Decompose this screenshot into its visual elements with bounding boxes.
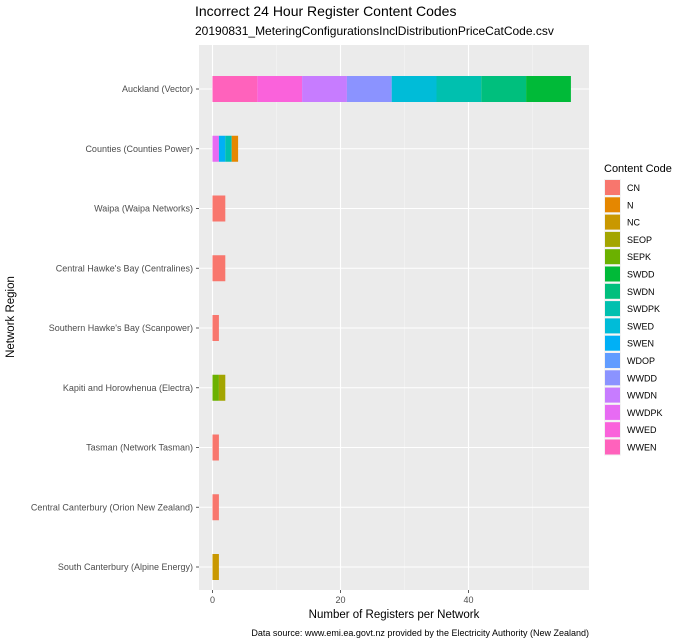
legend-label: SWDPK [627,304,660,314]
y-tick-label: South Canterbury (Alpine Energy) [58,562,193,572]
x-tick-labels: 0 20 40 [210,590,474,605]
bar-segment [346,76,392,102]
legend: CN N NC SEOP SEPK SWDD SWDN SWDPK SWED SWEN WDOP WW… [604,179,663,456]
bar-segment [212,494,219,521]
y-tick-label: Counties (Counties Power) [85,144,193,154]
legend-swatch [605,404,620,420]
bar-segment [212,135,219,162]
y-tick-label: Central Hawke's Bay (Centralines) [56,263,193,273]
legend-swatch [605,249,620,265]
bar-segment [212,374,219,401]
bar-segment [218,374,226,401]
y-axis-label: Network Region [5,276,17,358]
chart-title: Incorrect 24 Hour Register Content Codes [195,3,456,19]
bar-segment [212,434,219,461]
y-tick-label: Kapiti and Horowhenua (Electra) [63,383,193,393]
bar-segment [212,255,226,282]
y-tick-label: Waipa (Waipa Networks) [94,204,193,214]
bar-segment [212,315,219,341]
bar-segment [218,135,226,162]
bar-segment [231,135,239,162]
y-tick-labels: Auckland (Vector) Counties (Counties Powe… [31,84,199,572]
legend-label: SWEN [627,339,654,349]
y-tick-label: Tasman (Network Tasman) [86,443,193,453]
x-axis-label: Number of Registers per Network [309,609,480,621]
bar-segment [212,554,219,580]
y-tick-label: Central Canterbury (Orion New Zealand) [31,502,193,512]
bar-segment [526,76,571,102]
legend-swatch [605,197,620,213]
legend-label: WWDPK [627,408,663,418]
legend-label: SWED [627,321,655,331]
legend-label: SEPK [627,252,651,262]
legend-swatch [605,370,620,386]
bar-segment [212,76,258,102]
legend-label: SEOP [627,235,652,245]
bar-segment [212,195,226,222]
bar-segment [257,76,303,102]
plot-panel [199,45,589,590]
legend-swatch [605,301,620,317]
caption: Data source: www.emi.ea.govt.nz provided… [251,628,589,638]
bars [212,76,571,580]
legend-label: WWED [627,425,657,435]
legend-swatch [605,353,620,368]
legend-label: SWDD [627,270,655,280]
legend-swatch [605,266,620,282]
legend-swatch [605,422,620,438]
bar-segment [436,76,482,102]
bar-segment [225,135,232,162]
y-tick-label: Auckland (Vector) [122,84,193,94]
x-tick-label: 20 [335,595,345,605]
legend-swatch [605,283,620,299]
grid-lines [199,45,589,590]
legend-swatch [605,335,620,351]
legend-label: WWDD [627,373,657,383]
legend-swatch [605,387,620,403]
legend-swatch [605,439,620,455]
legend-swatch [605,180,620,195]
chart-subtitle: 20190831_MeteringConfigurationsInclDistr… [195,24,554,38]
legend-label: N [627,200,634,210]
legend-label: SWDN [627,287,655,297]
legend-swatch [605,318,620,334]
legend-label: WDOP [627,356,655,366]
bar-segment [302,76,347,102]
x-tick-label: 0 [210,595,215,605]
bar-segment [391,76,437,102]
legend-label: NC [627,218,640,228]
legend-label: WWDN [627,391,657,401]
bar-segment [481,76,527,102]
legend-title: Content Code [604,163,672,175]
y-tick-label: Southern Hawke's Bay (Scanpower) [49,323,193,333]
legend-label: CN [627,183,640,193]
legend-label: WWEN [627,443,657,453]
x-tick-label: 40 [463,595,473,605]
legend-swatch [605,214,620,230]
legend-swatch [605,231,620,247]
